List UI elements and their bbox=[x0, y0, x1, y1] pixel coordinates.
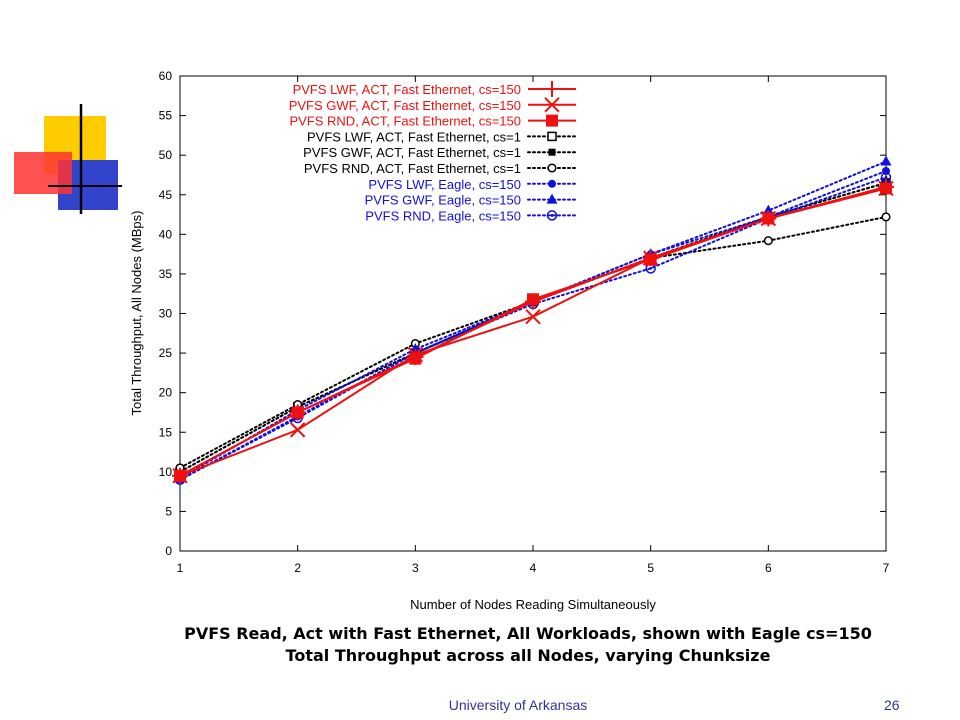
data-point-square-filled bbox=[880, 182, 892, 195]
y-tick-label: 15 bbox=[159, 425, 173, 439]
legend-label: PVFS LWF, ACT, Fast Ethernet, cs=1 bbox=[307, 129, 521, 144]
y-tick-label: 10 bbox=[159, 465, 173, 479]
y-tick-label: 60 bbox=[159, 69, 173, 83]
legend-item: PVFS GWF, Eagle, cs=150 bbox=[365, 193, 577, 208]
y-tick-label: 45 bbox=[159, 188, 173, 202]
legend-item: PVFS GWF, ACT, Fast Ethernet, cs=150 bbox=[289, 97, 576, 113]
slide-logo-graphic bbox=[14, 104, 122, 214]
data-point-square-filled bbox=[291, 406, 304, 419]
legend-item: PVFS GWF, ACT, Fast Ethernet, cs=1 bbox=[303, 145, 577, 160]
y-tick-label: 40 bbox=[159, 227, 173, 241]
data-point-square-filled bbox=[174, 469, 186, 482]
x-tick-label: 7 bbox=[883, 561, 890, 575]
data-point-square-small bbox=[548, 148, 556, 156]
x-tick-label: 5 bbox=[647, 561, 654, 575]
data-point-triangle-filled bbox=[880, 155, 892, 166]
data-point-circle-dot bbox=[546, 210, 558, 221]
data-point-triangle-filled bbox=[762, 204, 774, 215]
legend-label: PVFS RND, ACT, Fast Ethernet, cs=1 bbox=[304, 161, 521, 176]
legend-item: PVFS LWF, Eagle, cs=150 bbox=[368, 177, 577, 192]
x-axis-label: Number of Nodes Reading Simultaneously bbox=[410, 597, 656, 612]
legend-label: PVFS RND, Eagle, cs=150 bbox=[365, 208, 521, 223]
data-point-x bbox=[289, 422, 306, 438]
data-point-square-filled bbox=[546, 114, 558, 127]
y-tick-label: 25 bbox=[159, 346, 173, 360]
x-tick-label: 4 bbox=[530, 561, 537, 575]
y-axis-label: Total Throughput, All Nodes (MBps) bbox=[129, 211, 144, 416]
data-point-square-filled bbox=[527, 293, 539, 306]
page-number: 26 bbox=[884, 697, 900, 713]
y-tick-label: 5 bbox=[165, 504, 172, 518]
legend-label: PVFS GWF, ACT, Fast Ethernet, cs=1 bbox=[303, 145, 521, 160]
plot-frame bbox=[179, 75, 887, 552]
caption-line-2: Total Throughput across all Nodes, varyi… bbox=[285, 646, 771, 665]
y-tick-label: 0 bbox=[165, 544, 172, 558]
x-tick-label: 3 bbox=[412, 561, 419, 575]
legend-label: PVFS GWF, Eagle, cs=150 bbox=[365, 193, 521, 208]
legend-label: PVFS LWF, ACT, Fast Ethernet, cs=150 bbox=[293, 82, 521, 97]
data-point-plus bbox=[544, 81, 560, 97]
data-point-circle-open bbox=[763, 236, 773, 246]
legend: PVFS LWF, ACT, Fast Ethernet, cs=150PVFS… bbox=[289, 81, 577, 223]
y-tick-label: 50 bbox=[159, 148, 173, 162]
legend-item: PVFS RND, Eagle, cs=150 bbox=[365, 208, 577, 223]
data-point-square-filled bbox=[644, 253, 657, 266]
data-point-square-filled bbox=[762, 212, 775, 225]
legend-item: PVFS LWF, ACT, Fast Ethernet, cs=150 bbox=[293, 81, 576, 97]
data-point-square-open bbox=[547, 131, 557, 142]
x-tick-label: 1 bbox=[177, 561, 184, 575]
series-3 bbox=[174, 182, 892, 482]
y-tick-label: 20 bbox=[159, 386, 173, 400]
data-point-triangle-filled bbox=[546, 193, 558, 204]
data-point-x bbox=[544, 97, 560, 113]
legend-item: PVFS RND, ACT, Fast Ethernet, cs=1 bbox=[304, 161, 577, 176]
legend-item: PVFS RND, ACT, Fast Ethernet, cs=150 bbox=[289, 114, 576, 129]
x-tick-label: 2 bbox=[294, 561, 301, 575]
data-point-circle-filled bbox=[548, 179, 556, 188]
y-tick-label: 30 bbox=[159, 307, 173, 321]
legend-item: PVFS LWF, ACT, Fast Ethernet, cs=1 bbox=[307, 129, 577, 144]
x-tick-label: 6 bbox=[765, 561, 772, 575]
data-point-x bbox=[525, 308, 541, 325]
legend-label: PVFS LWF, Eagle, cs=150 bbox=[368, 177, 521, 192]
data-point-square-filled bbox=[409, 352, 422, 365]
series-layer bbox=[172, 155, 894, 485]
legend-label: PVFS GWF, ACT, Fast Ethernet, cs=150 bbox=[289, 98, 521, 113]
y-tick-label: 35 bbox=[159, 267, 173, 281]
footer-organization: University of Arkansas bbox=[448, 697, 588, 713]
caption-line-1: PVFS Read, Act with Fast Ethernet, All W… bbox=[184, 624, 872, 643]
legend-label: PVFS RND, ACT, Fast Ethernet, cs=150 bbox=[289, 114, 521, 129]
data-point-circle-open bbox=[881, 212, 891, 222]
y-tick-label: 55 bbox=[159, 109, 173, 123]
data-point-circle-open bbox=[547, 163, 557, 173]
